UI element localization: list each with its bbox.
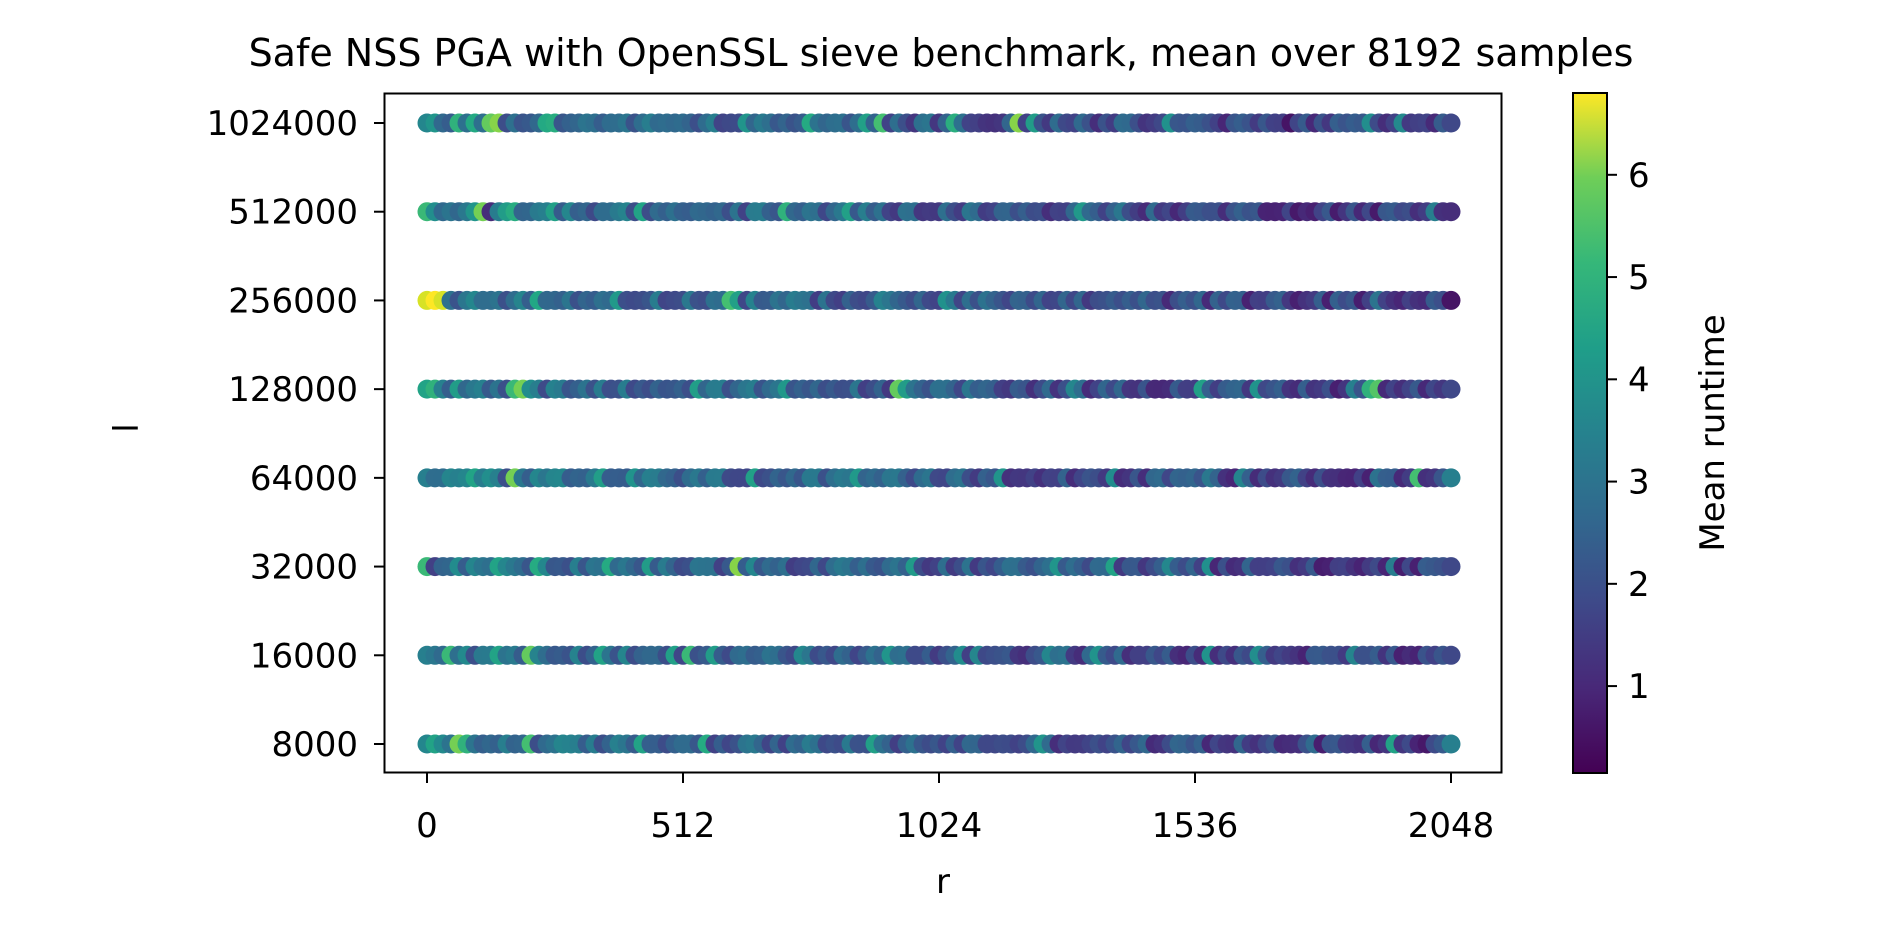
scatter-point	[1441, 557, 1461, 577]
series-row-8000	[417, 734, 1461, 754]
y-tick-label: 8000	[271, 725, 358, 765]
colorbar-tick-label: 4	[1628, 360, 1650, 400]
x-tick-label: 1536	[1152, 806, 1239, 846]
series-row-64000	[417, 468, 1461, 488]
plot-frame	[383, 92, 1503, 774]
scatter-point	[1441, 290, 1461, 310]
y-tick-label: 128000	[228, 370, 358, 410]
colorbar-tick-label: 3	[1628, 463, 1650, 503]
chart-title: Safe NSS PGA with OpenSSL sieve benchmar…	[249, 31, 1634, 75]
colorbar-tick-label: 2	[1628, 565, 1650, 605]
y-tick-label: 64000	[250, 459, 358, 499]
y-tick-label: 1024000	[207, 104, 358, 144]
scatter-point	[1441, 113, 1461, 133]
series-row-1024000	[417, 113, 1461, 133]
scatter-point	[1441, 734, 1461, 754]
colorbar-tick-label: 5	[1628, 258, 1650, 298]
x-axis: 0 512 1024 1536 2048	[416, 773, 1494, 846]
scatter-point	[1441, 202, 1461, 222]
y-axis: 8000 16000 32000 64000 128000 256000 512000 102…	[207, 104, 384, 765]
colorbar	[1572, 92, 1608, 774]
y-axis-label: l	[107, 423, 147, 432]
y-tick-label: 32000	[250, 548, 358, 588]
series-row-32000	[417, 557, 1461, 577]
scatter-point	[1441, 379, 1461, 399]
series-row-128000	[417, 379, 1461, 399]
series-row-256000	[417, 290, 1461, 310]
y-tick-label: 256000	[228, 281, 358, 321]
colorbar-tick-label: 6	[1628, 156, 1650, 196]
scatter-point	[1441, 468, 1461, 488]
x-tick-label: 2048	[1408, 806, 1495, 846]
x-tick-label: 1024	[896, 806, 983, 846]
series-row-16000	[417, 645, 1461, 665]
scatter-point	[1441, 645, 1461, 665]
colorbar-tick-label: 1	[1628, 667, 1650, 707]
y-tick-label: 16000	[250, 636, 358, 676]
x-tick-label: 0	[416, 806, 438, 846]
colorbar-ticks: 1 2 3 4 5 6	[1607, 156, 1650, 707]
x-tick-label: 512	[651, 806, 716, 846]
colorbar-label: Mean runtime	[1693, 314, 1733, 551]
x-axis-label: r	[936, 862, 950, 902]
y-tick-label: 512000	[228, 193, 358, 233]
plot-points	[417, 113, 1461, 754]
series-row-512000	[417, 202, 1461, 222]
